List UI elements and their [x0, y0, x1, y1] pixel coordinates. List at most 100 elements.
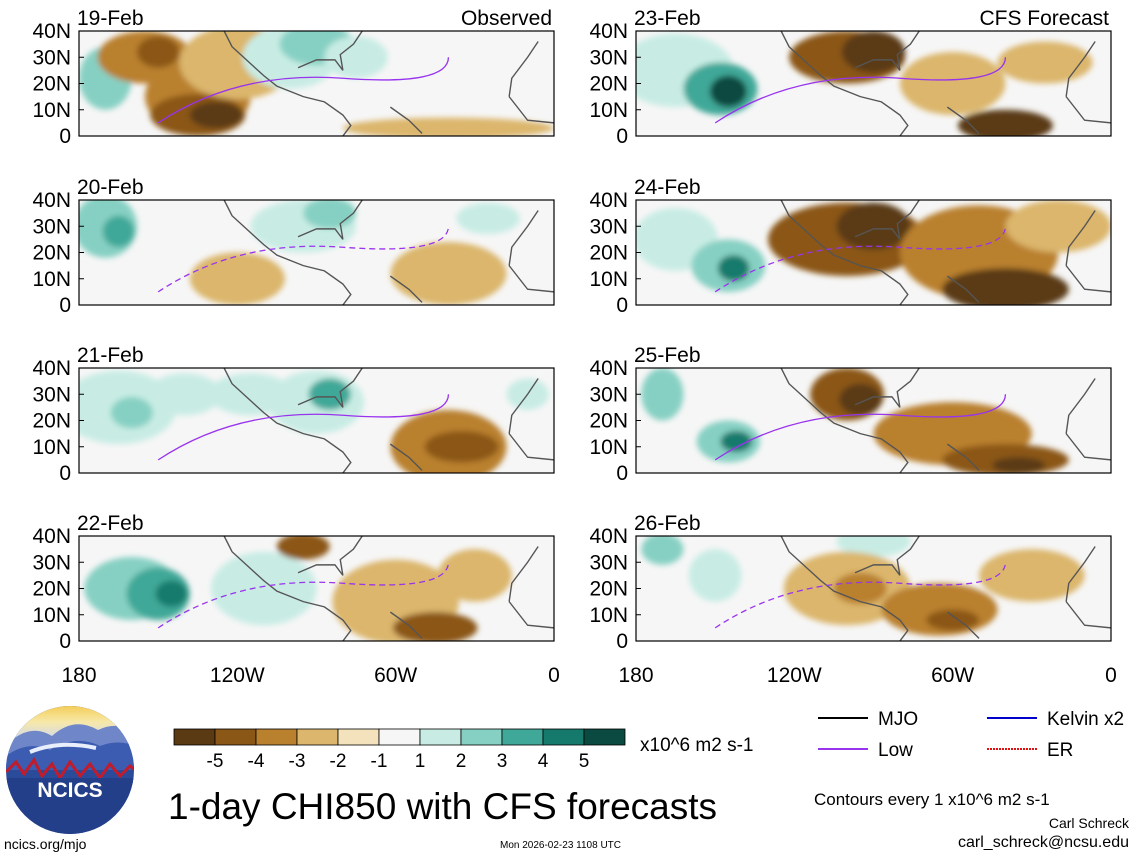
colorbar-tick-label: 5: [579, 751, 590, 772]
anomaly-blob: [137, 36, 180, 68]
y-tick-label: 20N: [32, 73, 71, 96]
x-tick-label: 120W: [767, 664, 822, 687]
colorbar-tick-label: -1: [371, 751, 388, 772]
legend-label: MJO: [878, 709, 918, 730]
anomaly-blob: [210, 551, 317, 626]
anomaly-blob: [717, 255, 750, 282]
site-link[interactable]: ncics.org/mjo: [4, 836, 87, 852]
panel-date: 24-Feb: [634, 176, 701, 199]
y-tick-label: 10N: [32, 604, 71, 627]
anomaly-blob: [841, 31, 906, 73]
anomaly-field: [84, 536, 554, 641]
colorbar-tick-label: 3: [497, 751, 508, 772]
y-tick-label: 40N: [32, 189, 71, 212]
colorbar-tick-label: 2: [456, 751, 467, 772]
colorbar-tick-label: -3: [289, 751, 306, 772]
anomaly-blob: [997, 41, 1093, 84]
y-tick-label: 30N: [32, 46, 71, 69]
ncics-logo: NCICS: [6, 706, 134, 834]
map-panel: [635, 199, 1112, 306]
colorbar-swatch: [460, 728, 503, 746]
low-contour: [157, 226, 450, 293]
logo-text: NCICS: [37, 779, 102, 802]
colorbar-swatch: [173, 728, 216, 746]
colorbar-tick-label: -2: [330, 751, 347, 772]
map-panel: [635, 30, 1112, 137]
y-tick-label: 40N: [589, 525, 628, 548]
anomaly-blob: [720, 431, 753, 452]
anomaly-blob: [110, 396, 153, 429]
x-tick-label: 180: [618, 664, 653, 687]
colorbar-swatch: [255, 728, 298, 746]
coastline: [780, 31, 1111, 136]
y-tick-label: 10N: [589, 436, 628, 459]
author-email[interactable]: carl_schreck@ncsu.edu: [958, 834, 1129, 851]
anomaly-field: [641, 536, 1111, 641]
anomaly-blob: [324, 36, 388, 79]
x-tick-label: 60W: [374, 664, 417, 687]
y-tick-label: 40N: [589, 189, 628, 212]
y-tick-label: 20N: [589, 410, 628, 433]
anomaly-blob: [836, 536, 911, 557]
colorbar-swatch: [542, 728, 585, 746]
anomaly-blob: [276, 536, 330, 560]
author: Carl Schreck: [1048, 815, 1129, 831]
panel-date: 20-Feb: [77, 176, 144, 199]
anomaly-blob: [189, 101, 243, 129]
low-contour: [714, 57, 1007, 124]
legend-label: ER: [1047, 740, 1073, 761]
map-panel: [635, 367, 1112, 474]
y-tick-label: 10N: [32, 268, 71, 291]
anomaly-blob: [147, 373, 222, 416]
colorbar-swatch: [296, 728, 339, 746]
coastline: [223, 536, 554, 641]
anomaly-blob: [437, 549, 512, 602]
anomaly-blob: [303, 200, 357, 229]
anomaly-blob: [709, 75, 747, 108]
y-tick-label: 0: [616, 294, 628, 317]
x-tick-label: 180: [61, 664, 96, 687]
y-tick-label: 0: [59, 630, 71, 653]
colorbar-tick-label: -5: [207, 751, 224, 772]
anomaly-blob: [839, 383, 882, 416]
y-tick-label: 40N: [32, 525, 71, 548]
map-panel: [635, 535, 1112, 642]
y-tick-label: 40N: [32, 357, 71, 380]
y-tick-label: 0: [59, 462, 71, 485]
y-tick-label: 20N: [589, 578, 628, 601]
anomaly-blob: [1005, 200, 1111, 253]
low-contour: [157, 562, 450, 629]
y-tick-label: 20N: [589, 73, 628, 96]
anomaly-blob: [102, 215, 135, 248]
y-tick-label: 30N: [32, 551, 71, 574]
y-tick-label: 30N: [589, 215, 628, 238]
anomaly-blob: [899, 52, 1006, 115]
colorbar-tick-label: 4: [538, 751, 549, 772]
low-contour: [157, 57, 450, 124]
y-tick-label: 0: [59, 125, 71, 148]
colorbar-swatch: [378, 728, 421, 746]
low-contour: [714, 226, 1007, 293]
anomaly-blob: [833, 572, 887, 605]
colorbar-swatch: [501, 728, 544, 746]
coastline: [223, 200, 554, 305]
panel-date: 26-Feb: [634, 512, 701, 535]
anomaly-blob: [390, 242, 507, 305]
panel-date: 25-Feb: [634, 344, 701, 367]
x-tick-label: 120W: [210, 664, 265, 687]
panel-date: 23-Feb: [634, 7, 701, 30]
anomaly-field: [79, 31, 554, 136]
anomaly-blob: [992, 457, 1046, 473]
column-header: Observed: [461, 7, 552, 30]
y-tick-label: 10N: [589, 99, 628, 122]
low-contour: [714, 394, 1007, 461]
panel-date: 21-Feb: [77, 344, 144, 367]
colorbar: -5 -4 -3 -2 -1 1 2 3 4 5: [173, 728, 626, 772]
y-tick-label: 40N: [589, 357, 628, 380]
y-tick-label: 0: [616, 462, 628, 485]
y-tick-label: 30N: [32, 215, 71, 238]
y-tick-label: 30N: [32, 383, 71, 406]
map-panel: [78, 367, 555, 474]
y-tick-label: 20N: [32, 578, 71, 601]
